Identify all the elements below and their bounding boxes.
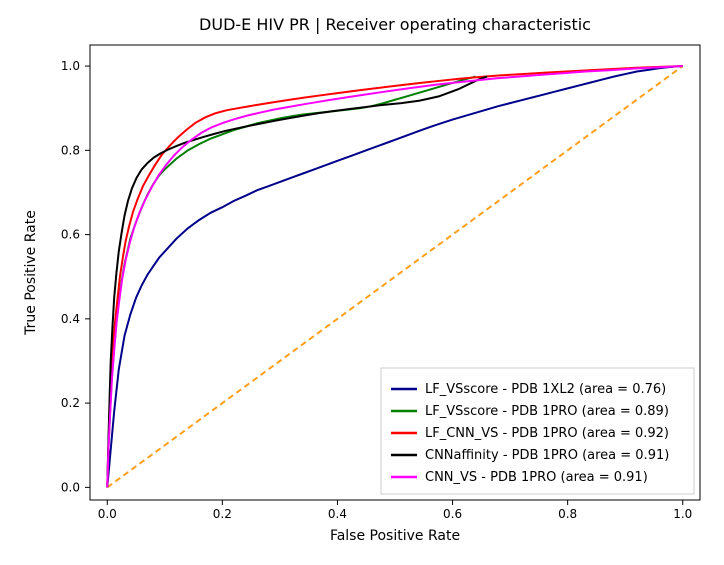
y-tick-label: 0.2	[61, 396, 80, 410]
y-axis-label: True Positive Rate	[23, 210, 39, 336]
roc-chart-svg: 0.0 0.2 0.4 0.6 0.8 1.0 0.0 0.2 0.4 0.6 0.8 1.0 Fals…	[0, 0, 724, 565]
x-tick-label: 0.2	[213, 507, 232, 521]
legend-label: CNN_VS - PDB 1PRO (area = 0.91)	[425, 470, 648, 485]
chart-title: DUD-E HIV PR | Receiver operating charac…	[199, 15, 591, 34]
y-tick-label: 0.8	[61, 143, 80, 157]
legend-label: LF_CNN_VS - PDB 1PRO (area = 0.92)	[425, 426, 669, 441]
y-tick-label: 1.0	[61, 59, 80, 73]
y-tick-label: 0.0	[61, 480, 80, 494]
x-tick-label: 1.0	[673, 507, 692, 521]
y-tick-label: 0.4	[61, 312, 80, 326]
roc-chart: 0.0 0.2 0.4 0.6 0.8 1.0 0.0 0.2 0.4 0.6 0.8 1.0 Fals…	[0, 0, 724, 565]
x-tick-label: 0.8	[558, 507, 577, 521]
x-tick-label: 0.0	[98, 507, 117, 521]
legend-label: LF_VSscore - PDB 1XL2 (area = 0.76)	[425, 382, 666, 397]
y-tick-label: 0.6	[61, 228, 80, 242]
x-axis-label: False Positive Rate	[330, 528, 460, 544]
legend-label: CNNaffinity - PDB 1PRO (area = 0.91)	[425, 448, 669, 463]
legend: LF_VSscore - PDB 1XL2 (area = 0.76) LF_VS…	[381, 368, 694, 494]
x-tick-label: 0.6	[443, 507, 462, 521]
legend-label: LF_VSscore - PDB 1PRO (area = 0.89)	[425, 404, 669, 419]
x-tick-label: 0.4	[328, 507, 347, 521]
